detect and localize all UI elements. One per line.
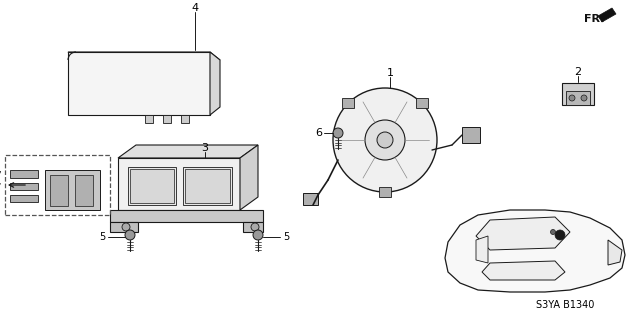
Text: 6: 6	[315, 128, 322, 138]
Polygon shape	[128, 167, 176, 205]
Polygon shape	[118, 145, 258, 158]
Polygon shape	[10, 183, 38, 190]
Text: 3: 3	[202, 143, 209, 153]
Circle shape	[555, 230, 565, 240]
Polygon shape	[75, 175, 93, 206]
Text: B-7
32107: B-7 32107	[0, 171, 2, 193]
Polygon shape	[598, 8, 616, 22]
Polygon shape	[240, 145, 258, 210]
Text: 5: 5	[283, 232, 289, 242]
Polygon shape	[110, 210, 263, 222]
Circle shape	[125, 230, 135, 240]
Text: FR.: FR.	[584, 14, 604, 24]
Polygon shape	[303, 193, 318, 205]
Polygon shape	[379, 187, 391, 197]
Polygon shape	[608, 240, 622, 265]
Polygon shape	[183, 167, 232, 205]
Text: 2: 2	[575, 67, 582, 77]
Polygon shape	[118, 158, 240, 210]
Text: 5: 5	[99, 232, 105, 242]
Polygon shape	[68, 52, 220, 60]
Circle shape	[365, 120, 405, 160]
Polygon shape	[185, 169, 230, 203]
Polygon shape	[462, 127, 480, 143]
Polygon shape	[110, 222, 138, 232]
Polygon shape	[243, 222, 263, 232]
Polygon shape	[145, 115, 153, 123]
Polygon shape	[476, 236, 488, 263]
Polygon shape	[45, 170, 100, 210]
Polygon shape	[50, 175, 68, 206]
Polygon shape	[566, 91, 590, 105]
Polygon shape	[476, 217, 570, 250]
Text: 1: 1	[387, 68, 394, 78]
Polygon shape	[342, 98, 354, 108]
Polygon shape	[163, 115, 171, 123]
Text: 4: 4	[191, 3, 198, 13]
Circle shape	[251, 223, 259, 231]
Circle shape	[377, 132, 393, 148]
Circle shape	[253, 230, 263, 240]
Bar	[5, 155, 110, 215]
Polygon shape	[562, 83, 594, 105]
Polygon shape	[416, 98, 428, 108]
Circle shape	[333, 88, 437, 192]
Polygon shape	[68, 52, 210, 115]
Polygon shape	[10, 195, 38, 202]
Polygon shape	[181, 115, 189, 123]
Polygon shape	[130, 169, 174, 203]
Text: S3YA B1340: S3YA B1340	[536, 300, 594, 310]
Circle shape	[569, 95, 575, 101]
Polygon shape	[10, 170, 38, 178]
Circle shape	[581, 95, 587, 101]
Circle shape	[333, 128, 343, 138]
Polygon shape	[482, 261, 565, 280]
Circle shape	[122, 223, 130, 231]
Polygon shape	[445, 210, 625, 292]
Polygon shape	[210, 52, 220, 115]
Circle shape	[550, 229, 556, 235]
